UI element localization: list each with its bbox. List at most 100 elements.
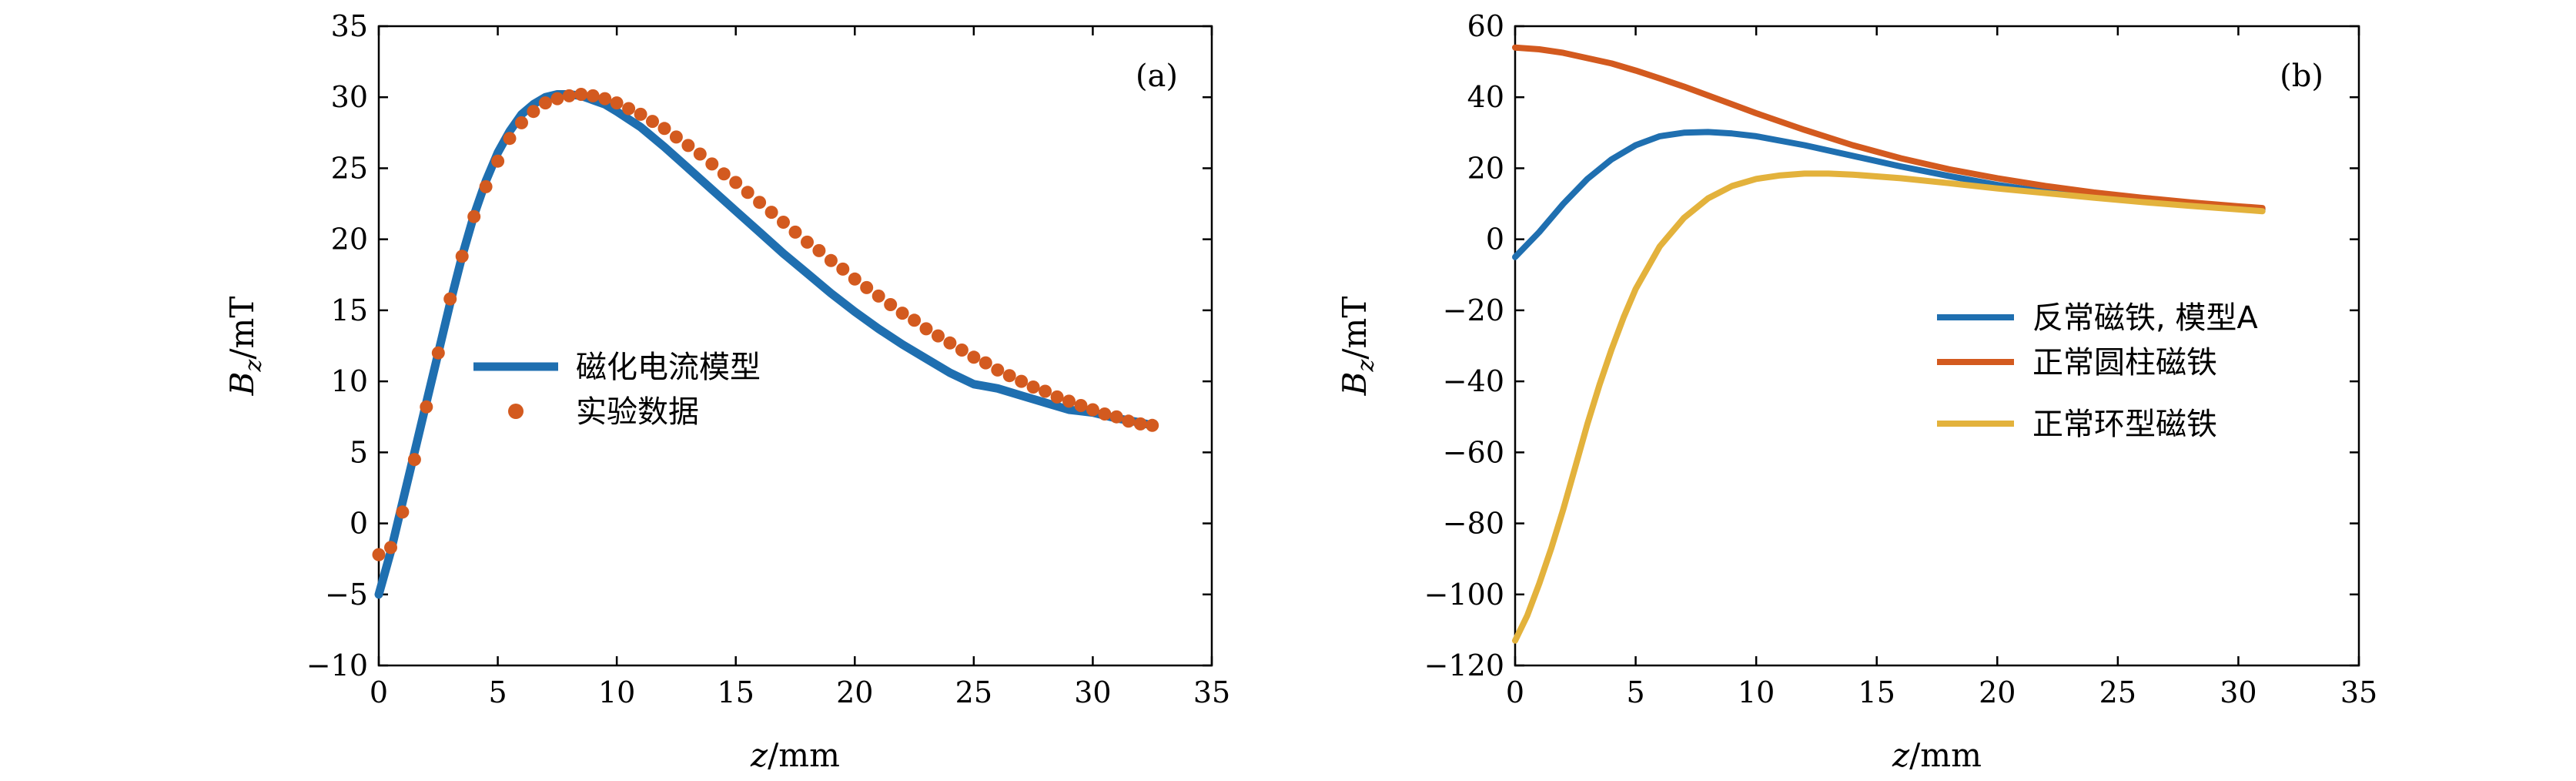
series-line-2 <box>1512 170 2266 644</box>
data-point <box>1015 374 1029 388</box>
x-tick-label: 10 <box>1738 675 1775 709</box>
data-point <box>372 548 386 561</box>
legend-label-ring: 正常环型磁铁 <box>2032 407 2217 442</box>
x-tick-label: 0 <box>1506 675 1524 709</box>
x-tick-label: 15 <box>718 675 754 709</box>
data-point <box>824 253 838 267</box>
data-point <box>1039 384 1052 398</box>
panel-b-ylabel: Bz/mT <box>1336 297 1380 397</box>
data-point <box>955 344 969 357</box>
data-point <box>871 289 885 303</box>
y-tick-label: 20 <box>331 223 368 256</box>
x-tick-label: 10 <box>598 675 635 709</box>
legend-label-cylinder: 正常圆柱磁铁 <box>2032 345 2217 380</box>
legend-label-model: 磁化电流模型 <box>576 350 761 385</box>
data-point <box>586 89 600 102</box>
panel-b-label: (b) <box>2280 59 2323 94</box>
data-point <box>396 505 410 519</box>
data-point <box>503 132 517 146</box>
data-point <box>943 336 957 350</box>
data-point <box>562 89 576 102</box>
data-point <box>527 105 540 119</box>
y-tick-label: 35 <box>331 9 368 43</box>
data-point <box>1026 380 1040 394</box>
data-point <box>777 216 790 229</box>
data-point <box>1002 369 1016 383</box>
data-point <box>741 186 754 199</box>
legend-marker-swatch <box>508 404 524 419</box>
data-point <box>384 541 397 555</box>
data-point <box>693 147 707 161</box>
data-point <box>1062 394 1076 408</box>
data-point <box>979 356 992 370</box>
data-point <box>705 157 719 171</box>
data-point <box>764 206 778 220</box>
panel-a-xlabel: z/mm <box>750 736 840 774</box>
data-point <box>1086 403 1099 417</box>
y-tick-label: 0 <box>350 507 368 541</box>
y-tick-label: 15 <box>331 293 368 327</box>
data-point <box>753 196 767 209</box>
data-point <box>812 243 826 257</box>
y-tick-label: −100 <box>1424 578 1504 612</box>
x-tick-label: 30 <box>1074 675 1111 709</box>
data-point <box>681 139 695 153</box>
panel-b-chart: 0 5 10 15 20 25 30 35 −120 −100 −80 −60 −40 −20 0 20 40 6… <box>1336 9 2377 774</box>
data-point <box>622 102 636 116</box>
data-point <box>729 176 743 189</box>
data-point <box>669 130 683 144</box>
data-point <box>550 92 564 106</box>
series-line-0 <box>1512 129 2266 260</box>
y-tick-label: 40 <box>1467 80 1504 114</box>
data-point <box>574 88 588 101</box>
x-tick-label: 20 <box>1979 675 2016 709</box>
data-point <box>919 322 933 336</box>
data-point <box>610 96 624 110</box>
data-point <box>801 235 814 249</box>
data-point <box>1109 410 1123 424</box>
data-point <box>895 307 909 320</box>
data-point <box>836 262 850 276</box>
data-point <box>788 225 802 239</box>
x-tick-label: 25 <box>955 675 992 709</box>
panel-b-xlabel: z/mm <box>1892 736 1982 774</box>
data-point <box>1122 414 1136 428</box>
panel-a-series <box>372 88 1159 599</box>
data-point <box>420 400 433 414</box>
y-tick-label: −60 <box>1443 435 1504 469</box>
panel-b-series <box>1512 44 2266 644</box>
data-point <box>467 209 481 223</box>
series-line-1 <box>1512 44 2266 212</box>
data-point <box>479 179 493 193</box>
data-point <box>646 115 659 129</box>
panel-a-label: (a) <box>1136 59 1178 94</box>
x-tick-label: 15 <box>1858 675 1895 709</box>
y-tick-label: 5 <box>350 435 368 469</box>
panel-b-ticks: 0 5 10 15 20 25 30 35 −120 −100 −80 −60 −40 −20 0 20 40 6… <box>1424 9 2378 709</box>
data-point <box>598 92 612 106</box>
panel-a-ylabel: Bz/mT <box>223 297 267 397</box>
data-point <box>431 346 445 360</box>
x-tick-label: 25 <box>2099 675 2136 709</box>
panel-b-legend: 反常磁铁, 模型A 正常圆柱磁铁 正常环型磁铁 <box>1937 300 2258 442</box>
data-point <box>1133 417 1147 431</box>
x-tick-label: 5 <box>488 675 507 709</box>
x-tick-label: 5 <box>1626 675 1644 709</box>
y-tick-label: −10 <box>306 649 368 682</box>
panel-a-chart: 0 5 10 15 20 25 30 35 −10 −5 0 5 10 15 20 25 30 35 (a) 磁化… <box>223 9 1230 774</box>
data-point <box>455 250 469 263</box>
y-tick-label: 30 <box>331 80 368 114</box>
y-tick-label: −20 <box>1443 293 1504 327</box>
y-tick-label: −5 <box>325 578 368 612</box>
panel-a-ticks: 0 5 10 15 20 25 30 35 −10 −5 0 5 10 15 20 25 30 35 <box>306 9 1230 709</box>
x-tick-label: 35 <box>1193 675 1230 709</box>
data-point <box>407 453 421 467</box>
data-point <box>991 363 1005 377</box>
y-tick-label: 20 <box>1467 151 1504 185</box>
data-point <box>1050 390 1064 404</box>
legend-label-data: 实验数据 <box>576 394 699 430</box>
data-point <box>908 313 922 327</box>
y-tick-label: −40 <box>1443 364 1504 398</box>
y-tick-label: 25 <box>331 151 368 185</box>
